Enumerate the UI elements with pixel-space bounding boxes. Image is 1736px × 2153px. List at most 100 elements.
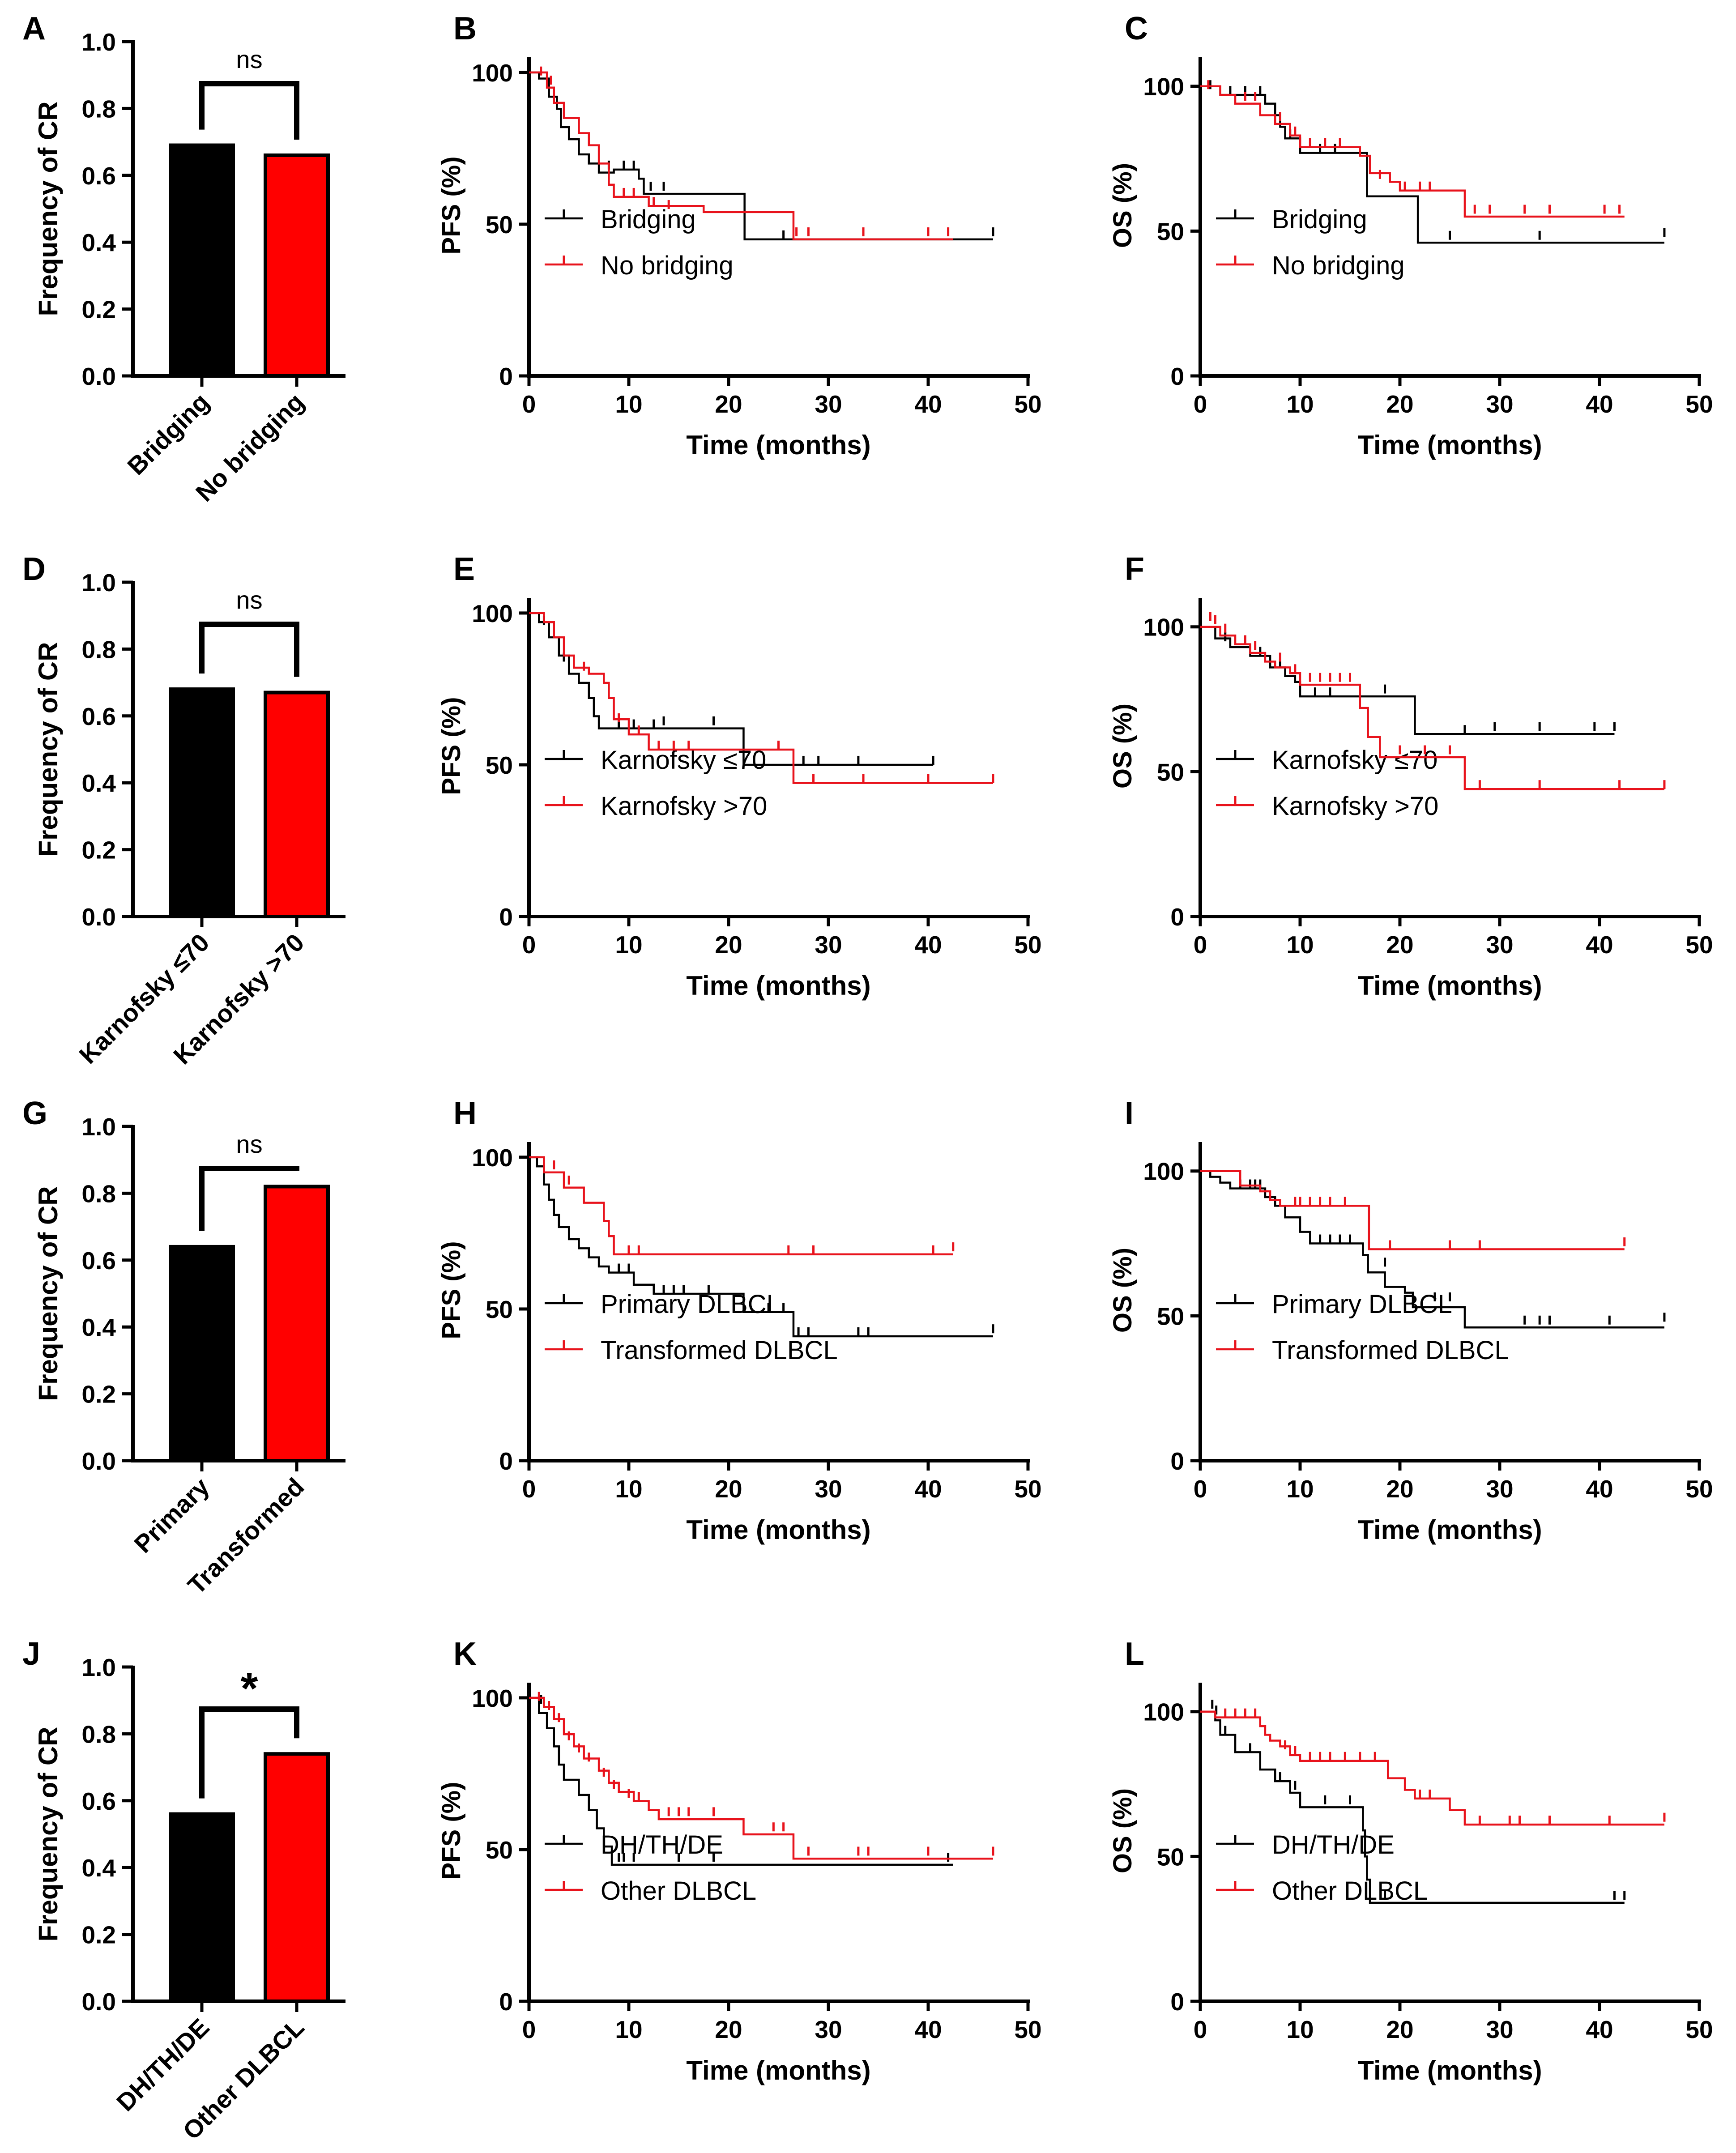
km-panel-H: H 0 50 100 0 10 20 30 40 50 PFS (%) Time (months) Pr… bbox=[437, 1096, 1042, 1545]
y-tick-label: 50 bbox=[486, 1296, 513, 1323]
y-axis-title: Frequency of CR bbox=[33, 1186, 63, 1401]
x-tick-label: 40 bbox=[1586, 2016, 1613, 2043]
bar-red bbox=[264, 153, 330, 378]
y-tick-label: 0.6 bbox=[82, 162, 116, 190]
x-tick-label: 0 bbox=[1194, 390, 1207, 418]
x-tick-label: 30 bbox=[815, 2016, 842, 2043]
y-axis-title: PFS (%) bbox=[437, 697, 466, 795]
bar-panel-G: G 0.0 0.2 0.4 0.6 0.8 1.0 Frequency of CR Primar… bbox=[22, 1096, 345, 1599]
x-tick-label: 40 bbox=[1586, 1475, 1613, 1503]
y-tick-label: 0.8 bbox=[82, 95, 116, 123]
series-line-red bbox=[1200, 1710, 1664, 1826]
y-tick-label: 0 bbox=[499, 1988, 513, 2016]
y-tick-label: 0 bbox=[499, 362, 513, 390]
y-tick-label: 0.4 bbox=[82, 229, 116, 256]
x-tick-label: 0 bbox=[1194, 1475, 1207, 1503]
x-tick-label: 30 bbox=[815, 1475, 842, 1503]
series-line-red bbox=[529, 71, 953, 241]
bar-black bbox=[169, 1245, 235, 1462]
legend-label: DH/TH/DE bbox=[601, 1830, 723, 1859]
x-axis-title: Time (months) bbox=[1357, 430, 1542, 460]
legend-label: Bridging bbox=[601, 205, 696, 234]
legend-label: Other DLBCL bbox=[1272, 1876, 1428, 1906]
km-panel-I: I 0 50 100 0 10 20 30 40 50 OS (%) Time (months) Pri… bbox=[1108, 1096, 1713, 1545]
y-tick-label: 50 bbox=[1157, 1843, 1184, 1871]
x-tick-label: 40 bbox=[914, 390, 942, 418]
series-line-black bbox=[529, 612, 934, 766]
y-tick-label: 0 bbox=[499, 903, 513, 931]
y-axis-title: OS (%) bbox=[1108, 163, 1137, 248]
y-tick-label: 1.0 bbox=[82, 569, 116, 597]
x-tick-label: 40 bbox=[914, 2016, 942, 2043]
y-tick-label: 100 bbox=[1143, 614, 1184, 641]
x-tick-label: 20 bbox=[715, 1475, 742, 1503]
x-tick-label: 0 bbox=[522, 1475, 536, 1503]
y-axis-title: OS (%) bbox=[1108, 1248, 1137, 1333]
x-tick-label: 20 bbox=[1386, 2016, 1413, 2043]
x-axis-title: Time (months) bbox=[686, 971, 870, 1001]
y-tick-label: 0.0 bbox=[82, 362, 116, 390]
x-tick-label: 10 bbox=[1286, 931, 1314, 959]
legend-label: Other DLBCL bbox=[601, 1876, 756, 1906]
legend-label: Transformed DLBCL bbox=[601, 1336, 838, 1365]
series-line-red bbox=[529, 1156, 953, 1256]
y-tick-label: 0 bbox=[1170, 362, 1184, 390]
x-tick-label: 30 bbox=[1486, 1475, 1513, 1503]
x-tick-label: 20 bbox=[715, 931, 742, 959]
series-line-black bbox=[529, 1697, 953, 1866]
x-tick-label: 20 bbox=[1386, 390, 1413, 418]
x-tick-label: 20 bbox=[1386, 931, 1413, 959]
x-tick-label: 0 bbox=[522, 2016, 536, 2043]
legend-label: Transformed DLBCL bbox=[1272, 1336, 1509, 1365]
x-tick-label: 50 bbox=[1685, 2016, 1713, 2043]
y-tick-label: 100 bbox=[472, 1684, 513, 1712]
y-tick-label: 0 bbox=[1170, 903, 1184, 931]
y-axis-title: Frequency of CR bbox=[33, 1727, 63, 1941]
y-axis-title: Frequency of CR bbox=[33, 642, 63, 857]
legend-label: Karnofsky ≤70 bbox=[1272, 746, 1437, 775]
x-axis-title: Time (months) bbox=[686, 1515, 870, 1545]
x-tick-label: 50 bbox=[1014, 1475, 1041, 1503]
panel-label: E bbox=[453, 551, 475, 587]
y-tick-label: 0.8 bbox=[82, 1720, 116, 1748]
y-tick-label: 50 bbox=[1157, 1302, 1184, 1330]
x-tick-label: 40 bbox=[914, 931, 942, 959]
km-panel-C: C 0 50 100 0 10 20 30 40 50 OS (%) Time (months) Bri… bbox=[1108, 11, 1713, 460]
x-tick-label: 30 bbox=[815, 931, 842, 959]
bar-red bbox=[264, 1752, 330, 2003]
bar-red bbox=[264, 1185, 330, 1462]
legend-label: Bridging bbox=[1272, 205, 1367, 234]
legend-label: Karnofsky >70 bbox=[601, 792, 767, 821]
km-panel-F: F 0 50 100 0 10 20 30 40 50 OS (%) Time (months) Kar… bbox=[1108, 551, 1713, 1001]
y-tick-label: 0.4 bbox=[82, 1313, 116, 1341]
y-axis-title: PFS (%) bbox=[437, 1241, 466, 1339]
y-tick-label: 1.0 bbox=[82, 1113, 116, 1141]
y-tick-label: 100 bbox=[472, 1144, 513, 1172]
y-axis-title: PFS (%) bbox=[437, 1782, 466, 1880]
y-axis-title: OS (%) bbox=[1108, 1788, 1137, 1873]
bar-black bbox=[169, 143, 235, 378]
x-tick-label: 50 bbox=[1014, 2016, 1041, 2043]
km-panel-E: E 0 50 100 0 10 20 30 40 50 PFS (%) Time (months) Ka… bbox=[437, 551, 1042, 1001]
series-line-black bbox=[529, 1156, 993, 1338]
y-tick-label: 100 bbox=[472, 600, 513, 627]
y-tick-label: 0.0 bbox=[82, 1447, 116, 1475]
x-tick-label: 50 bbox=[1014, 931, 1041, 959]
y-tick-label: 0.6 bbox=[82, 1787, 116, 1815]
y-tick-label: 0 bbox=[1170, 1447, 1184, 1475]
y-tick-label: 0.2 bbox=[82, 296, 116, 324]
series-line-red bbox=[1200, 85, 1625, 218]
x-tick-label: 0 bbox=[1194, 2016, 1207, 2043]
series-line-red bbox=[529, 612, 993, 784]
series-line-black bbox=[1200, 626, 1615, 735]
x-axis-title: Time (months) bbox=[1357, 1515, 1542, 1545]
x-tick-label: 50 bbox=[1014, 390, 1041, 418]
series-line-black bbox=[529, 71, 993, 241]
y-tick-label: 0.2 bbox=[82, 836, 116, 864]
x-tick-label: 30 bbox=[1486, 2016, 1513, 2043]
y-tick-label: 0.6 bbox=[82, 1247, 116, 1275]
y-tick-label: 0.4 bbox=[82, 1854, 116, 1882]
x-tick-label: 20 bbox=[715, 2016, 742, 2043]
y-tick-label: 50 bbox=[1157, 758, 1184, 786]
